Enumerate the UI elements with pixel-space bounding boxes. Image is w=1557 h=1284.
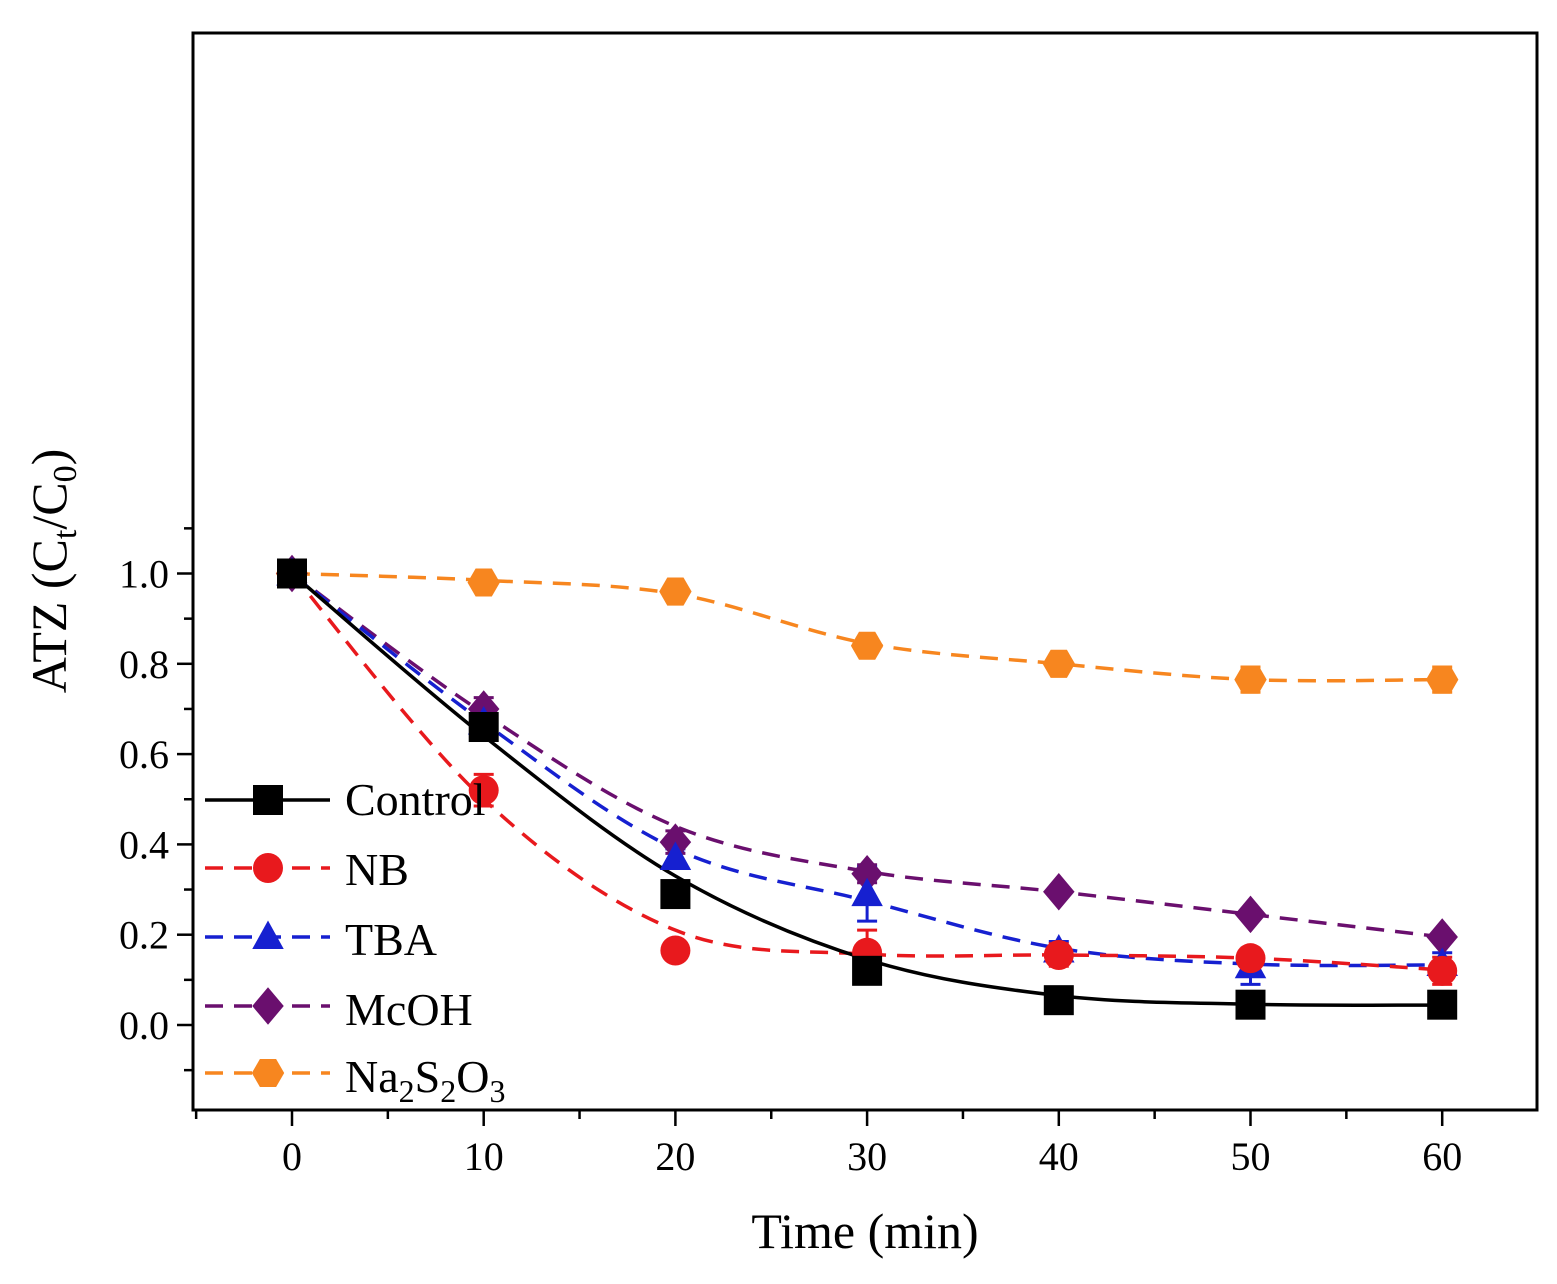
data-point-mcoh: [1043, 873, 1075, 911]
data-point-na2s2o3: [1234, 665, 1267, 694]
data-point-nb: [1235, 943, 1266, 974]
axis-tick-labels: 0 10 20 30 40 50 60 0.0 0.2 0.4 0.6 0.8 1.0: [119, 552, 1462, 1180]
legend-label-na2s2o3: Na2S2O3: [345, 1051, 505, 1109]
legend: Control NB TBA McOH Na2S2O3: [205, 774, 505, 1109]
data-point-na2s2o3: [1042, 649, 1075, 678]
x-tick-label: 60: [1422, 1134, 1462, 1179]
legend-label-mcoh: McOH: [345, 984, 473, 1035]
x-tick-label: 20: [655, 1134, 695, 1179]
legend-marker-na2s2o3: [251, 1058, 285, 1088]
y-tick-label: 0.6: [119, 732, 169, 777]
data-point-nb: [468, 775, 499, 806]
data-point-control: [852, 955, 883, 986]
data-point-na2s2o3: [850, 631, 884, 660]
data-point-nb: [660, 935, 691, 966]
data-point-control: [660, 879, 691, 910]
data-point-nb: [1427, 955, 1458, 986]
y-tick-label: 0.8: [119, 642, 169, 687]
data-point-mcoh: [1426, 918, 1458, 956]
data-point-na2s2o3: [467, 568, 500, 597]
y-tick-label: 0.0: [119, 1003, 169, 1048]
data-point-tba: [659, 841, 692, 870]
legend-marker-nb: [253, 853, 283, 883]
x-tick-label: 10: [464, 1134, 504, 1179]
legend-label-nb: NB: [345, 844, 409, 895]
y-tick-label: 0.4: [119, 822, 169, 867]
legend-label-control: Control: [345, 774, 486, 825]
y-axis-title: ATZ (Ct/C0): [21, 449, 84, 694]
error-bars: [473, 574, 1453, 986]
data-point-na2s2o3: [1426, 665, 1459, 694]
legend-marker-tba: [252, 920, 284, 949]
legend-marker-control: [253, 785, 283, 815]
x-tick-label: 40: [1039, 1134, 1079, 1179]
data-point-mcoh: [1234, 895, 1267, 934]
legend-label-tba: TBA: [345, 914, 437, 965]
data-point-control: [1427, 989, 1458, 1020]
legend-symbols: [205, 785, 330, 1088]
axis-ticks: [177, 527, 1444, 1126]
y-tick-label: 1.0: [119, 552, 169, 597]
y-tick-label: 0.2: [119, 913, 169, 958]
data-points: [275, 554, 1459, 1020]
x-tick-label: 0: [282, 1134, 302, 1179]
plot-frame: [191, 31, 1539, 1112]
x-axis-title: Time (min): [751, 1203, 978, 1259]
legend-marker-mcoh: [252, 987, 284, 1025]
data-point-na2s2o3: [659, 577, 692, 606]
fit-curve-na2s2o3: [291, 571, 1443, 683]
data-point-mcoh: [851, 854, 883, 893]
data-point-tba: [851, 877, 883, 907]
data-point-control: [1043, 985, 1074, 1016]
data-point-control: [468, 712, 499, 743]
x-tick-label: 50: [1231, 1134, 1271, 1179]
x-tick-label: 30: [847, 1134, 887, 1179]
data-point-control: [1235, 989, 1266, 1020]
data-point-control: [277, 558, 307, 589]
data-point-nb: [1043, 940, 1074, 971]
